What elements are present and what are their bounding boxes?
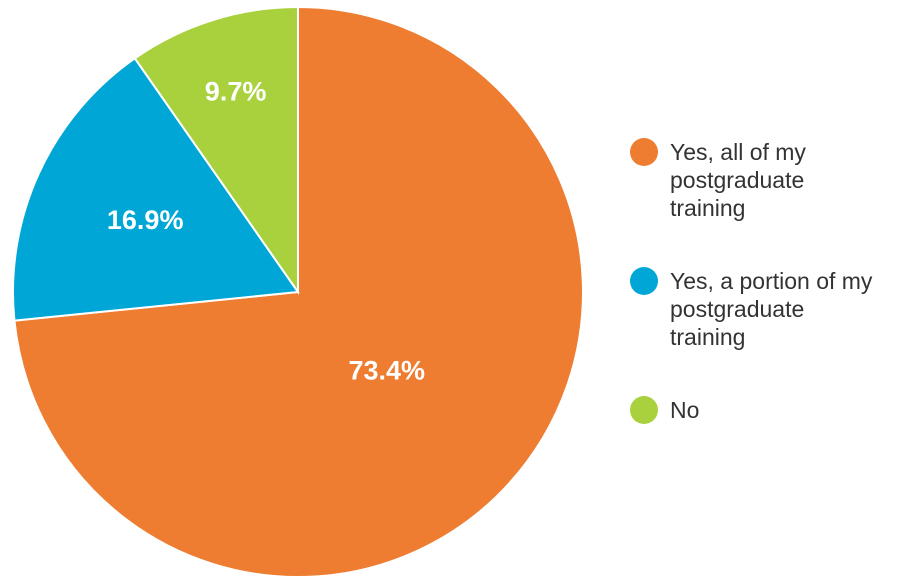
legend-item: Yes, all of my postgraduate training — [630, 138, 882, 222]
legend-label: Yes, a portion of my postgraduate traini… — [670, 268, 873, 350]
legend-swatch — [630, 267, 658, 295]
chart: 73.4% 16.9% 9.7% — [12, 5, 584, 577]
legend-item: No — [630, 396, 882, 424]
legend: Yes, all of my postgraduate training Yes,… — [630, 138, 882, 424]
pie-slice — [133, 5, 299, 296]
slice-label: 9.7% — [205, 77, 267, 107]
slice-label: 16.9% — [107, 205, 184, 235]
legend-label: Yes, all of my postgraduate training — [670, 139, 806, 221]
legend-item: Yes, a portion of my postgraduate traini… — [630, 267, 882, 351]
slice-label: 73.4% — [349, 355, 426, 385]
legend-swatch — [630, 138, 658, 166]
legend-swatch — [630, 396, 658, 424]
pie-slice — [12, 56, 300, 322]
legend-label: No — [670, 397, 700, 423]
